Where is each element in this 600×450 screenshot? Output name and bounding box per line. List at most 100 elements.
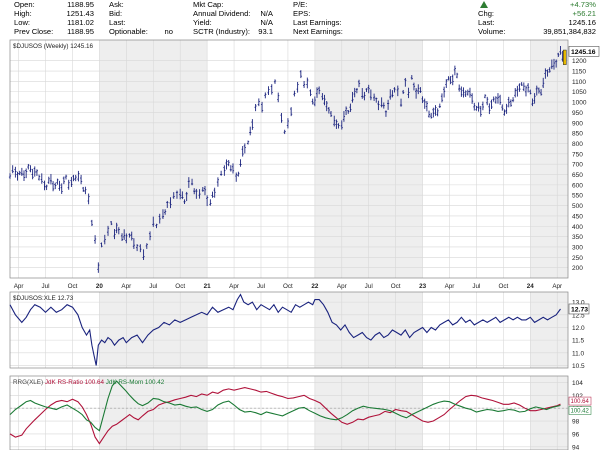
- quote-col-5: +4.73% Chg: +56.21 Last: 1245.16 Volume:…: [478, 0, 596, 38]
- x-tick-label: 20: [96, 283, 104, 290]
- quote-label: Last Earnings:: [293, 18, 342, 27]
- quote-value: 1188.95: [67, 27, 94, 36]
- rrg-legend: RRG(XLE) JdK RS-Ratio 100.64 JdK RS-Mom …: [13, 379, 165, 386]
- y-tick-label: 300: [572, 244, 583, 251]
- y-tick-label: 450: [572, 213, 583, 220]
- quote-value: 1188.95: [67, 0, 94, 9]
- x-tick-label: 21: [204, 283, 212, 290]
- y-tick-label: 11.0: [572, 350, 585, 357]
- y-tick-label: 10.5: [572, 363, 585, 370]
- up-arrow-icon: [480, 1, 488, 8]
- last-value-label: 1245.16: [571, 49, 596, 56]
- price-panel-title: $DJUSOS (Weekly) 1245.16: [13, 43, 94, 50]
- last-value-label: 12.73: [571, 306, 588, 313]
- panel-frame: [9, 39, 569, 279]
- y-tick-label: 94: [572, 444, 580, 450]
- x-tick-label: Oct: [175, 283, 185, 290]
- quote-label: Open:: [14, 0, 35, 9]
- quote-label: Last:: [478, 18, 495, 27]
- quote-label: SCTR (Industry):: [193, 27, 250, 36]
- y-tick-label: 102: [572, 393, 583, 400]
- last-value-label: 100.42: [571, 408, 590, 414]
- legend-item: JdK RS-Ratio 100.64: [43, 379, 104, 386]
- quote-value: +56.21: [572, 9, 596, 18]
- y-tick-label: 900: [572, 120, 583, 127]
- quote-label: Next Earnings:: [293, 27, 343, 36]
- quote-value: 1245.16: [568, 18, 596, 27]
- x-tick-label: Jul: [149, 283, 157, 290]
- x-tick-label: Jul: [42, 283, 50, 290]
- rrg-series-line: [9, 380, 561, 432]
- legend-item: JdK RS-Mom 100.42: [104, 379, 165, 386]
- x-tick-label: Apr: [337, 283, 347, 290]
- y-tick-label: 350: [572, 234, 583, 241]
- y-tick-label: 750: [572, 151, 583, 158]
- quote-value: N/A: [260, 18, 273, 27]
- y-tick-label: 200: [572, 265, 583, 272]
- quote-value: 93.1: [258, 27, 273, 36]
- quote-header: Open: 1188.95 High: 1251.43 Low: 1181.02…: [0, 0, 600, 38]
- stock-chart: 200 250 300 350 400 450 500 550 600 650 700 750 800 8…: [8, 39, 600, 450]
- year-band: [530, 292, 568, 368]
- quote-label: Annual Dividend:: [193, 9, 251, 18]
- quote-col-2: Ask: Bid: Last: Optionable: no: [109, 0, 173, 38]
- y-tick-label: 104: [572, 380, 583, 387]
- ratio-panel: 10.5 11.0 11.5 12.0 12.5 13.0 $DJUSOS:XLE 12.7…: [9, 291, 590, 370]
- quote-label: Prev Close:: [14, 27, 54, 36]
- year-band: [530, 40, 568, 278]
- y-tick-label: 700: [572, 162, 583, 169]
- x-tick-label: 23: [419, 283, 427, 290]
- y-tick-label: 13.0: [572, 300, 585, 307]
- y-tick-label: 1150: [572, 69, 586, 76]
- y-tick-label: 500: [572, 203, 583, 210]
- x-tick-label: Jul: [365, 283, 373, 290]
- quote-col-4: P/E: EPS: Last Earnings: Next Earnings:: [293, 0, 393, 38]
- quote-label: EPS:: [293, 9, 311, 18]
- x-tick-label: Apr: [445, 283, 455, 290]
- price-panel: 200 250 300 350 400 450 500 550 600 650 700 750 800 8…: [8, 39, 600, 279]
- last-value-tag: [568, 406, 592, 415]
- quote-label: Volume:: [478, 27, 506, 36]
- rrg-series-line: [9, 387, 561, 445]
- x-tick-label: 22: [311, 283, 319, 290]
- quote-value: no: [164, 27, 173, 36]
- quote-label: High:: [14, 9, 32, 18]
- rrg-panel: 949698100102104RRG(XLE) JdK RS-Ratio 100…: [9, 375, 592, 450]
- last-value-tag: [568, 303, 590, 315]
- quote-label: Ask:: [109, 0, 124, 9]
- panel-frame: [9, 375, 569, 450]
- y-tick-label: 11.5: [572, 338, 585, 345]
- y-tick-label: 250: [572, 255, 583, 262]
- y-tick-label: 550: [572, 193, 583, 200]
- quote-col-3: Mkt Cap: Annual Dividend: N/A Yield: N/A…: [193, 0, 273, 38]
- ratio-line: [9, 293, 561, 366]
- y-tick-label: 12.0: [572, 325, 585, 332]
- quote-col-1: Open: 1188.95 High: 1251.43 Low: 1181.02…: [14, 0, 94, 38]
- x-tick-label: 24: [527, 283, 535, 290]
- y-tick-label: 1200: [572, 58, 587, 65]
- last-price-bar: [563, 49, 567, 65]
- y-tick-label: 800: [572, 141, 583, 148]
- last-value-tag: [568, 396, 592, 406]
- y-tick-label: 96: [572, 431, 580, 438]
- legend-item: RRG(XLE): [13, 379, 43, 386]
- quote-label: Yield:: [193, 18, 212, 27]
- x-tick-label: Apr: [14, 283, 24, 290]
- quote-label: Low:: [14, 18, 31, 27]
- y-tick-label: 1100: [572, 79, 586, 86]
- y-tick-label: 850: [572, 131, 583, 138]
- quote-value: 1251.43: [66, 9, 94, 18]
- x-tick-label: Apr: [121, 283, 131, 290]
- quote-label: P/E:: [293, 0, 308, 9]
- quote-label: Chg:: [478, 9, 495, 18]
- last-value-tag: [568, 46, 600, 57]
- quote-value: 1181.02: [67, 18, 94, 27]
- year-band: [530, 376, 568, 450]
- quote-label: Last:: [109, 18, 126, 27]
- x-tick-label: Oct: [391, 283, 401, 290]
- ratio-panel-title: $DJUSOS:XLE 12.73: [13, 295, 74, 302]
- x-tick-label: Apr: [552, 283, 562, 290]
- y-tick-label: 98: [572, 419, 580, 426]
- y-tick-label: 1000: [572, 100, 587, 107]
- y-tick-label: 950: [572, 110, 583, 117]
